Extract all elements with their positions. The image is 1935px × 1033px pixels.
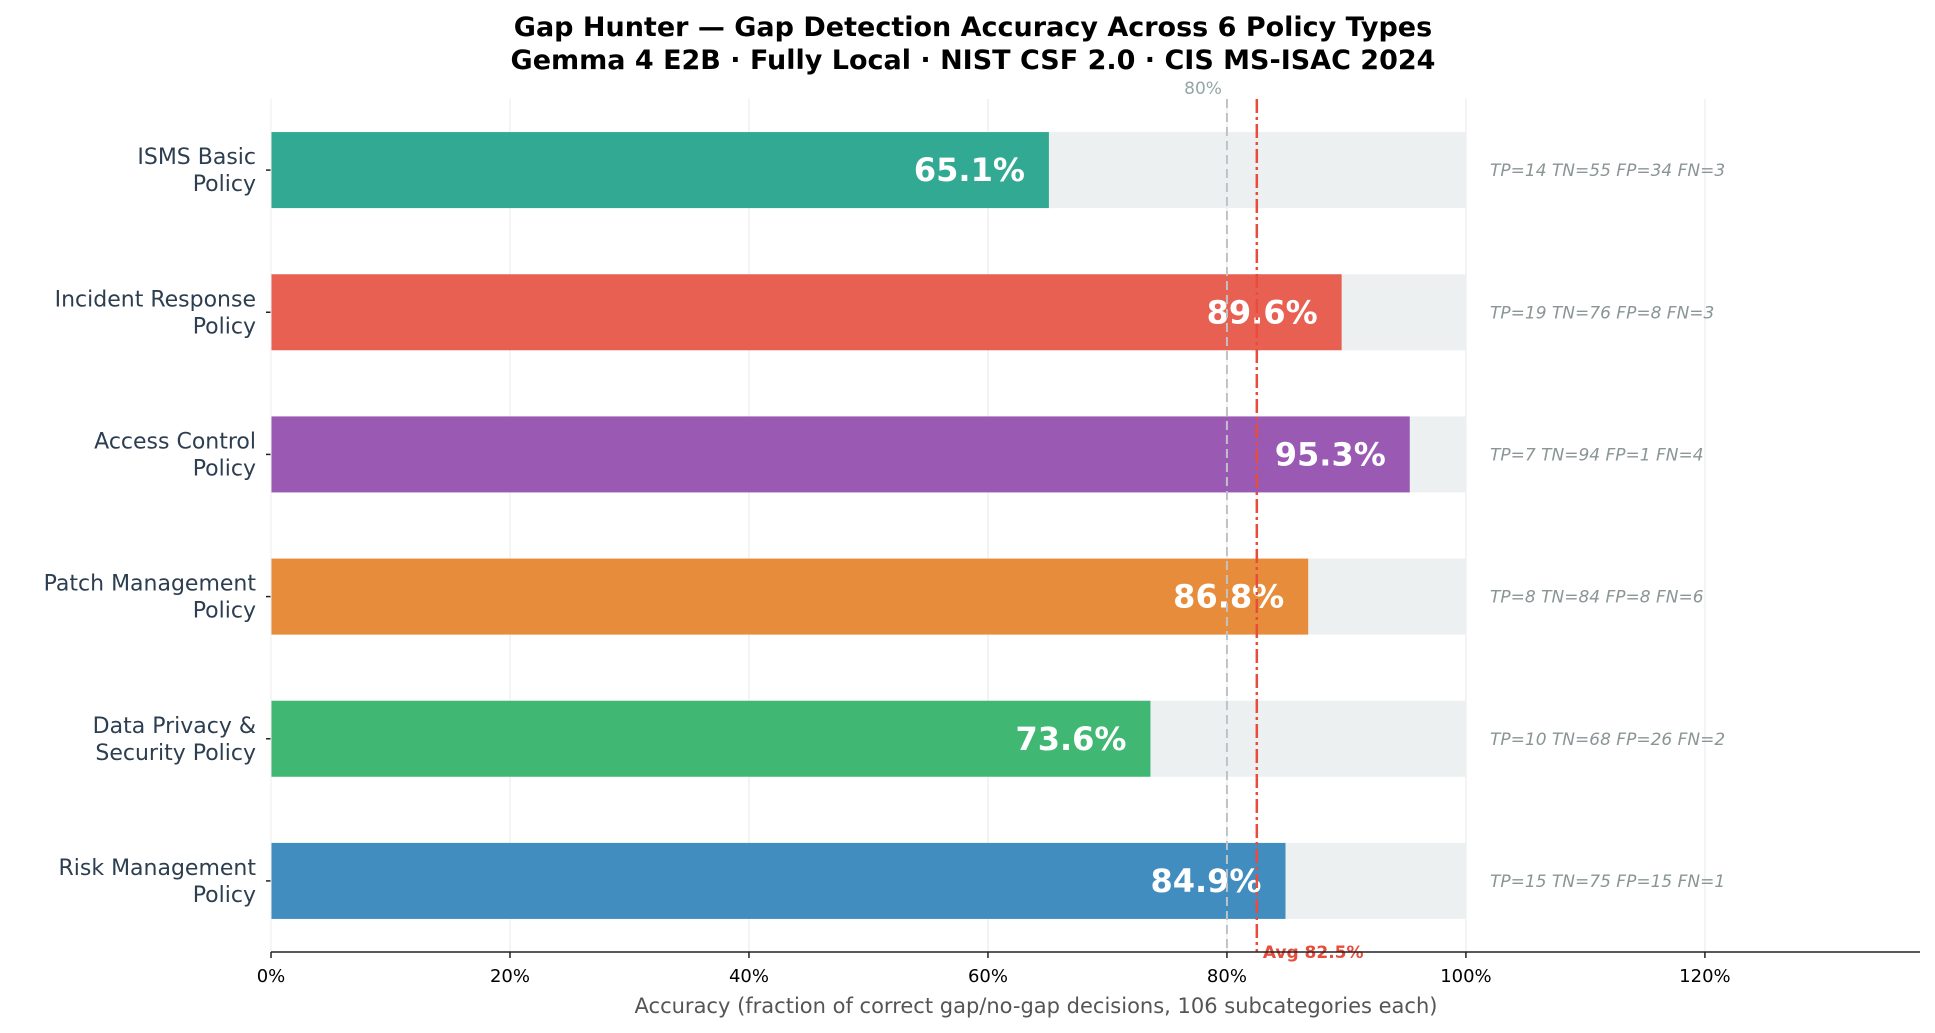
category-label: Policy [193,599,256,624]
bar-annotation: TP=7 TN=94 FP=1 FN=4 [1490,445,1704,465]
x-tick-label: 80% [1207,966,1247,987]
bar-value-label: 86.8% [1173,578,1284,616]
bar-annotation: TP=10 TN=68 FP=26 FN=2 [1490,730,1725,750]
x-tick-label: 100% [1440,966,1491,987]
bar-3 [271,416,1410,493]
chart-title: Gap Hunter — Gap Detection Accuracy Acro… [514,12,1432,43]
bar-2 [271,274,1342,351]
category-label: Patch Management [44,572,257,597]
bar-6 [271,842,1286,919]
x-tick-label: 40% [729,966,769,987]
bar-value-label: 95.3% [1275,435,1386,473]
bar-annotation: TP=8 TN=84 FP=8 FN=6 [1490,588,1704,608]
x-tick-label: 120% [1679,966,1730,987]
average-line-label: Avg 82.5% [1263,943,1364,963]
bar-annotation: TP=14 TN=55 FP=34 FN=3 [1490,161,1725,181]
target-line-label: 80% [1184,79,1222,99]
bar-5 [271,700,1151,777]
bar-annotation: TP=19 TN=76 FP=8 FN=3 [1490,303,1714,323]
category-label: Access Control [94,429,256,454]
chart-subtitle: Gemma 4 E2B · Fully Local · NIST CSF 2.0… [511,45,1436,76]
category-label: Policy [193,314,256,339]
category-label: Security Policy [95,741,256,766]
bar-4 [271,558,1309,635]
category-label: Data Privacy & [93,714,256,739]
category-label: Policy [193,456,256,481]
x-tick-label: 20% [490,966,530,987]
bar-value-label: 89.6% [1207,293,1318,331]
bar-value-label: 73.6% [1015,720,1126,758]
category-label: Risk Management [58,856,256,881]
bar-1 [271,132,1049,209]
bar-annotation: TP=15 TN=75 FP=15 FN=1 [1490,872,1725,892]
category-label: Policy [193,883,256,908]
x-axis-label: Accuracy (fraction of correct gap/no-gap… [635,994,1438,1018]
x-tick-label: 0% [257,966,286,987]
category-label: Incident Response [55,287,256,312]
bar-value-label: 65.1% [914,151,1025,189]
bar-value-label: 84.9% [1150,862,1261,900]
category-label: ISMS Basic [137,145,256,170]
category-label: Policy [193,172,256,197]
x-tick-label: 60% [968,966,1008,987]
